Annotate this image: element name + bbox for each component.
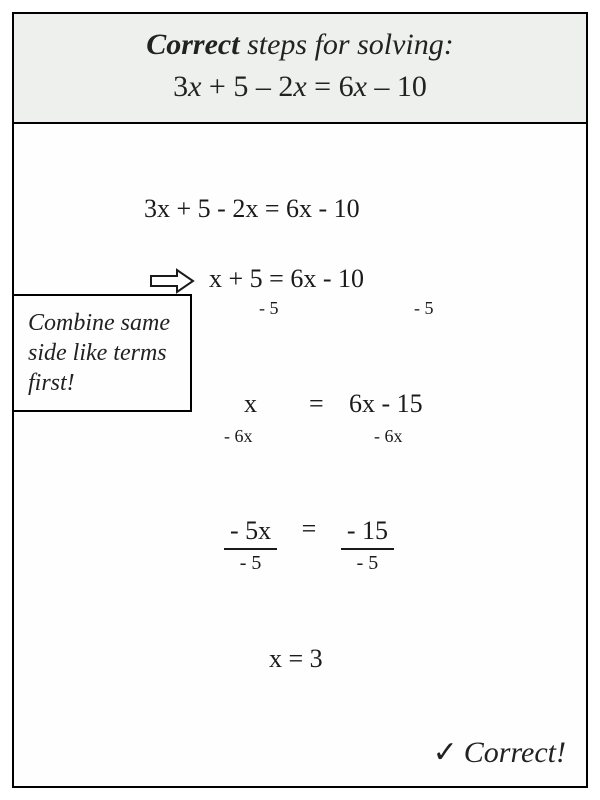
hint-text: Combine same side like terms first!: [28, 310, 170, 396]
arrow-icon: [149, 268, 195, 294]
worksheet-frame: Correct steps for solving: 3x + 5 – 2x =…: [12, 12, 588, 788]
result: x = 3: [269, 644, 323, 674]
step-3-sub-right: - 6x: [374, 426, 403, 447]
step-2-sub-right: - 5: [414, 298, 434, 319]
fraction-right-num: - 15: [341, 516, 394, 550]
step-3-sub-left: - 6x: [224, 426, 253, 447]
correct-label: Correct!: [464, 736, 566, 769]
header: Correct steps for solving: 3x + 5 – 2x =…: [14, 14, 586, 124]
fraction-left: - 5x - 5: [224, 516, 277, 575]
step-1: 3x + 5 - 2x = 6x - 10: [144, 194, 360, 224]
fraction-left-den: - 5: [224, 550, 277, 575]
step-3-right: 6x - 15: [349, 389, 423, 419]
fraction-right: - 15 - 5: [341, 516, 394, 575]
work-area: 3x + 5 - 2x = 6x - 10 x + 5 = 6x - 10 - …: [14, 164, 586, 786]
page-title: Correct steps for solving:: [24, 28, 576, 62]
fraction-left-num: - 5x: [224, 516, 277, 550]
correct-badge: ✓Correct!: [433, 735, 566, 770]
fraction-right-den: - 5: [341, 550, 394, 575]
step-4: - 5x - 5 = - 15 - 5: [224, 514, 394, 575]
step-3-eq: =: [309, 389, 324, 419]
title-rest: steps for solving:: [240, 28, 454, 61]
step-2-sub-left: - 5: [259, 298, 279, 319]
fraction-eq: =: [302, 514, 317, 543]
step-2: x + 5 = 6x - 10: [209, 264, 364, 294]
header-equation: 3x + 5 – 2x = 6x – 10: [24, 70, 576, 104]
hint-callout: Combine same side like terms first!: [12, 294, 192, 412]
step-3-left: x: [244, 389, 257, 419]
check-icon: ✓: [433, 736, 458, 769]
title-lead: Correct: [146, 28, 239, 61]
